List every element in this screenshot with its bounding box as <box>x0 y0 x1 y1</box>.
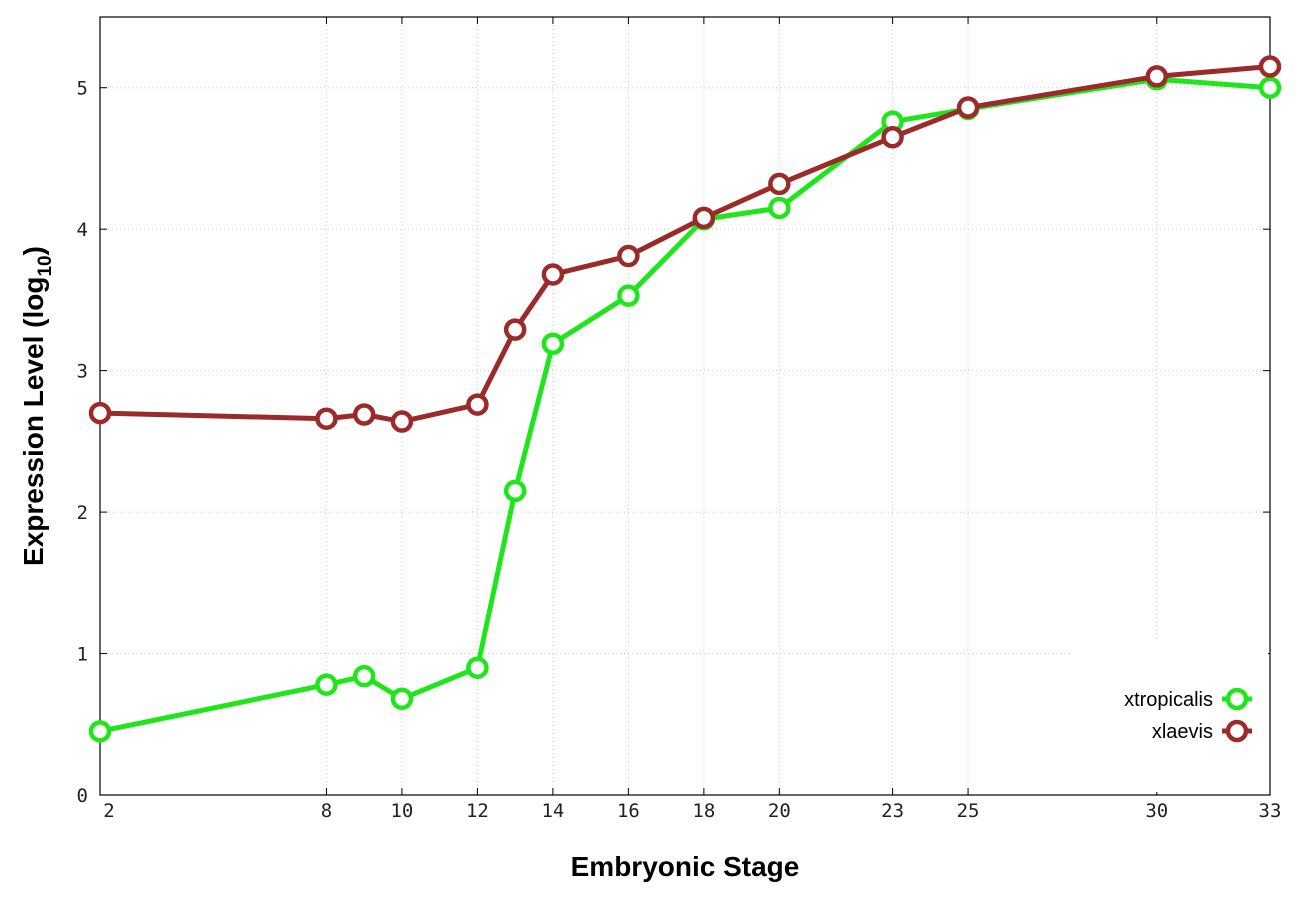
data-point <box>956 96 980 119</box>
series-xlaevis <box>88 55 1282 433</box>
data-point <box>541 263 565 286</box>
legend-swatch-marker <box>1225 687 1249 711</box>
data-point <box>466 393 489 416</box>
data-point <box>88 401 112 425</box>
data-point <box>692 206 716 230</box>
x-tick-label: 10 <box>390 800 413 822</box>
y-axis-title: Expression Level (log10) <box>18 246 56 566</box>
x-tick-label: 12 <box>466 800 489 822</box>
series-xtropicalis <box>88 67 1282 743</box>
y-tick-label: 0 <box>77 785 88 807</box>
data-point <box>352 403 376 426</box>
x-tick-label: 18 <box>692 800 715 822</box>
data-point <box>390 687 414 711</box>
x-tick-label: 14 <box>541 800 564 822</box>
x-tick-label: 2 <box>103 800 114 822</box>
x-tick-label: 30 <box>1145 800 1168 822</box>
data-point <box>617 244 640 268</box>
data-point <box>503 479 527 503</box>
data-point <box>503 318 527 341</box>
data-point <box>1145 65 1169 88</box>
x-tick-label: 33 <box>1259 800 1282 822</box>
legend-item-xtropicalis: xtropicalis <box>1124 687 1252 711</box>
data-point <box>1258 55 1282 78</box>
legend-item-xlaevis: xlaevis <box>1152 719 1252 743</box>
data-point <box>88 720 112 743</box>
x-tick-label: 20 <box>768 800 791 822</box>
series-line <box>99 64 1271 425</box>
data-point <box>315 407 338 430</box>
data-point <box>1258 76 1282 99</box>
x-tick-label: 8 <box>321 800 332 822</box>
data-point <box>768 172 791 196</box>
legend-background <box>1072 640 1268 792</box>
data-point <box>315 673 338 696</box>
y-tick-label: 4 <box>77 219 88 241</box>
data-point <box>881 125 904 149</box>
legend: xtropicalis xlaevis <box>1124 687 1252 743</box>
x-axis-title: Embryonic Stage <box>571 851 800 882</box>
legend-label: xtropicalis <box>1124 689 1213 711</box>
data-point <box>352 664 376 688</box>
series-line <box>99 76 1271 734</box>
x-tick-label: 23 <box>881 800 904 822</box>
data-point <box>466 656 489 679</box>
y-tick-label: 5 <box>77 78 88 100</box>
data-point <box>390 410 414 433</box>
y-axis-title-subscript: 10 <box>35 255 56 276</box>
y-tick-label: 3 <box>77 361 88 383</box>
y-axis-title-main: Expression Level (log <box>18 277 49 566</box>
series-lines <box>88 55 1282 743</box>
y-axis-title-suffix: ) <box>18 246 49 255</box>
data-point <box>617 284 640 307</box>
legend-box <box>1072 640 1268 792</box>
x-tick-label: 16 <box>617 800 640 822</box>
x-tick-label: 25 <box>957 800 980 822</box>
legend-label: xlaevis <box>1152 721 1213 743</box>
y-tick-label: 1 <box>77 644 88 666</box>
legend-swatch-marker <box>1225 719 1249 743</box>
data-point <box>541 332 565 356</box>
y-tick-label: 2 <box>77 502 88 524</box>
data-point <box>768 196 791 220</box>
